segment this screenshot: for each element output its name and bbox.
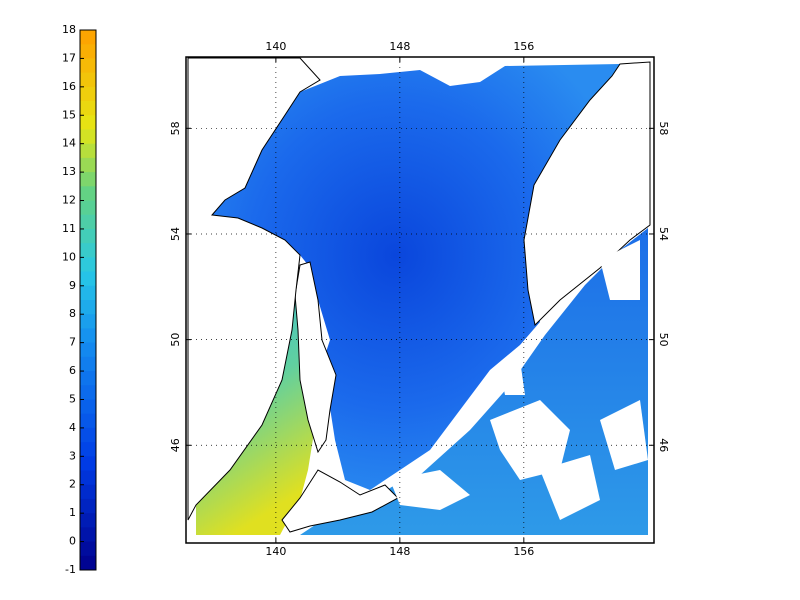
colorbar-swatch — [80, 484, 96, 500]
colorbar-swatch — [80, 356, 96, 372]
sea-of-okhotsk — [212, 64, 620, 490]
x-tick-label-top: 148 — [389, 40, 410, 53]
sakhalin — [294, 261, 337, 454]
colorbar-tick-label: 12 — [62, 194, 76, 207]
map — [185, 56, 655, 544]
colorbar-swatch — [80, 129, 96, 145]
y-tick-label-right: 54 — [657, 227, 670, 241]
cloud-gap — [540, 455, 600, 520]
y-tick-label-left: 50 — [169, 333, 182, 347]
sea-of-japan — [196, 265, 322, 535]
colorbar-tick-label: 11 — [62, 222, 76, 235]
cloud-gap — [490, 400, 570, 480]
colorbar-swatch — [80, 186, 96, 202]
colorbar-swatch — [80, 86, 96, 102]
colorbar-tick-label: 16 — [62, 80, 76, 93]
colorbar-swatch — [80, 30, 96, 45]
cloud-gaps — [390, 240, 648, 520]
colorbar-tick-label: 15 — [62, 108, 76, 121]
colorbar-swatch — [80, 513, 96, 528]
colorbar-swatch — [80, 300, 96, 315]
colorbar-swatch — [80, 257, 96, 273]
colorbar-swatch — [80, 541, 96, 557]
colorbar-tick-label: 6 — [69, 364, 76, 377]
colorbar-swatch — [80, 285, 96, 301]
hokkaido — [281, 469, 399, 533]
y-tick-label-left: 58 — [169, 121, 182, 135]
x-tick-label-bottom: 156 — [513, 545, 534, 558]
colorbar-swatch — [80, 385, 96, 400]
colorbar-swatch — [80, 72, 96, 88]
colorbar-swatch — [80, 172, 96, 187]
colorbar-tick-label: 3 — [69, 449, 76, 462]
colorbar-swatch — [80, 214, 96, 230]
x-tick-label-top: 140 — [265, 40, 286, 53]
y-tick-label-right: 50 — [657, 333, 670, 347]
cloud-gap — [390, 470, 470, 510]
y-tick-label-left: 54 — [169, 227, 182, 241]
colorbar-tick-label: 4 — [69, 421, 76, 434]
colorbar-tick-label: 8 — [69, 307, 76, 320]
colorbar-tick-label: 14 — [62, 137, 76, 150]
x-tick-label-bottom: 148 — [389, 545, 410, 558]
colorbar-swatch — [80, 527, 96, 543]
colorbar-swatch — [80, 228, 96, 244]
colorbar-tick-label: 10 — [62, 250, 76, 263]
colorbar-swatch — [80, 371, 96, 386]
colorbar-swatch — [80, 413, 96, 429]
colorbar-swatch — [80, 328, 96, 344]
mainland — [187, 57, 321, 521]
colorbar-tick-label: 13 — [62, 165, 76, 178]
y-tick-label-left: 46 — [169, 438, 182, 452]
colorbar-swatch — [80, 470, 96, 486]
colorbar-frame — [79, 29, 97, 571]
y-tick-label-right: 58 — [657, 121, 670, 135]
map-axes: 140 140 148 148 156 156 46 46 50 50 54 54 58 58 — [169, 40, 670, 558]
cloud-gap — [600, 240, 640, 300]
colorbar-tick-label: 0 — [69, 535, 76, 548]
cloud-gap — [600, 400, 648, 470]
colorbar-tick-label: -1 — [65, 563, 76, 576]
colorbar-tick-label: 5 — [69, 392, 76, 405]
colorbar-swatch — [80, 399, 96, 415]
colorbar-swatch — [80, 44, 96, 59]
colorbar-swatch — [80, 456, 96, 472]
colorbar-tick-label: 7 — [69, 336, 76, 349]
x-tick-label-top: 156 — [513, 40, 534, 53]
kamchatka — [523, 61, 651, 327]
map-frame — [185, 56, 655, 544]
colorbar-tick-label: 9 — [69, 279, 76, 292]
colorbar-swatch — [80, 101, 96, 116]
colorbar-swatch — [80, 143, 96, 159]
colorbar-swatch — [80, 314, 96, 329]
colorbar-swatch — [80, 555, 96, 571]
colorbar-swatch — [80, 157, 96, 173]
colorbar-swatch — [80, 58, 96, 74]
colorbar-tick-label: 18 — [62, 23, 76, 36]
x-tick-label-bottom: 140 — [265, 545, 286, 558]
colorbar-swatch — [80, 498, 96, 514]
colorbar-swatch — [80, 200, 96, 216]
colorbar-swatch — [80, 442, 96, 457]
colorbar-tick-label: 1 — [69, 506, 76, 519]
colorbar-swatch — [80, 427, 96, 443]
cloud-gap — [500, 360, 525, 395]
colorbar-tick-label: 2 — [69, 478, 76, 491]
colorbar-swatch — [80, 243, 96, 258]
colorbar-swatch — [80, 271, 96, 287]
colorbar-swatch — [80, 342, 96, 358]
colorbar-swatch — [80, 115, 96, 130]
y-tick-label-right: 46 — [657, 438, 670, 452]
colorbar-tick-label: 17 — [62, 51, 76, 64]
